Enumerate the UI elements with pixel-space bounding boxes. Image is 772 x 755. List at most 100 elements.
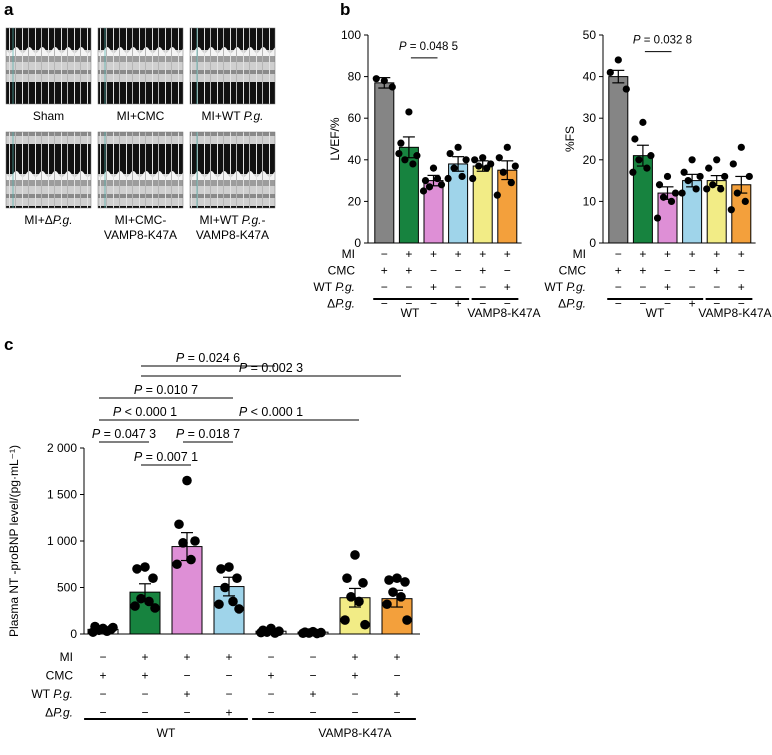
matrix-sign: − bbox=[689, 280, 696, 294]
data-point bbox=[745, 172, 753, 181]
data-point bbox=[511, 162, 519, 170]
matrix-sign: − bbox=[381, 280, 388, 294]
data-point bbox=[721, 172, 729, 181]
data-point bbox=[232, 573, 242, 583]
matrix-sign: + bbox=[504, 247, 511, 261]
data-point bbox=[140, 562, 150, 572]
data-point bbox=[458, 172, 466, 181]
data-point bbox=[680, 168, 688, 176]
data-point bbox=[678, 189, 686, 197]
matrix-sign: − bbox=[479, 280, 486, 294]
data-point bbox=[454, 143, 462, 151]
matrix-sign: + bbox=[664, 247, 671, 261]
panel-a: a Sham MI+CMC MI+WT P.g.MI+ΔP.g. MI+CMC-VAM… bbox=[4, 0, 276, 242]
matrix-sign: + bbox=[689, 297, 696, 311]
echo-marker-line bbox=[104, 28, 106, 104]
data-point bbox=[713, 156, 721, 164]
y-tick-label: 30 bbox=[583, 111, 597, 125]
matrix-row-label: ΔP.g. bbox=[558, 297, 586, 311]
group-label: WT bbox=[646, 306, 665, 320]
p-value: P < 0.000 1 bbox=[239, 405, 303, 419]
data-point bbox=[703, 185, 711, 193]
data-point bbox=[216, 564, 226, 574]
data-point bbox=[405, 108, 413, 116]
matrix-sign: − bbox=[713, 297, 720, 311]
data-point bbox=[705, 164, 713, 172]
matrix-sign: − bbox=[405, 280, 412, 294]
matrix-row-label: ΔP.g. bbox=[45, 706, 73, 720]
data-point bbox=[178, 538, 188, 548]
matrix-sign: − bbox=[504, 264, 511, 278]
data-point bbox=[479, 154, 487, 162]
data-point bbox=[727, 206, 735, 214]
matrix-sign: + bbox=[664, 280, 671, 294]
data-point bbox=[132, 564, 142, 574]
matrix-sign: + bbox=[183, 687, 190, 701]
data-point bbox=[450, 164, 458, 172]
matrix-sign: + bbox=[381, 264, 388, 278]
panel-a-letter: a bbox=[4, 0, 14, 19]
matrix-sign: + bbox=[351, 669, 358, 683]
matrix-row-label: ΔP.g. bbox=[327, 297, 355, 311]
echo-marker-line bbox=[12, 132, 14, 208]
matrix-sign: + bbox=[479, 247, 486, 261]
y-tick-label: 1 500 bbox=[47, 488, 77, 502]
data-point bbox=[733, 189, 741, 197]
y-tick-label: 2 000 bbox=[47, 441, 77, 455]
matrix-sign: + bbox=[141, 650, 148, 664]
matrix-sign: + bbox=[639, 247, 646, 261]
data-point bbox=[397, 139, 405, 147]
matrix-sign: − bbox=[99, 706, 106, 720]
matrix-sign: + bbox=[405, 264, 412, 278]
matrix-sign: − bbox=[615, 280, 622, 294]
echo-caption: VAMP8-K47A bbox=[196, 228, 269, 242]
p-value: P < 0.000 1 bbox=[113, 405, 177, 419]
matrix-sign: − bbox=[393, 706, 400, 720]
echo-caption: MI+CMC bbox=[117, 109, 165, 123]
echo-image-5 bbox=[97, 131, 184, 209]
matrix-sign: + bbox=[689, 247, 696, 261]
data-point bbox=[688, 156, 696, 164]
data-point bbox=[692, 185, 700, 193]
data-point bbox=[182, 475, 192, 486]
matrix-sign: + bbox=[405, 247, 412, 261]
data-point bbox=[631, 135, 639, 143]
y-tick-label: 10 bbox=[583, 194, 597, 208]
echo-marker-line bbox=[12, 28, 14, 104]
p-value: P = 0.010 7 bbox=[134, 383, 198, 397]
matrix-sign: − bbox=[267, 706, 274, 720]
y-tick-label: 0 bbox=[589, 236, 596, 250]
chart-fs: 0 10 20 30 40 50 %FS MI − + + + + + CMC + + − − + − WT P.g. − −… bbox=[544, 28, 771, 320]
data-point bbox=[409, 160, 417, 168]
y-tick-label: 0 bbox=[354, 236, 361, 250]
matrix-sign: − bbox=[183, 669, 190, 683]
data-point bbox=[493, 191, 501, 199]
p-value: P = 0.024 6 bbox=[176, 351, 240, 365]
data-point bbox=[150, 603, 160, 613]
echo-caption: MI+ΔP.g. bbox=[24, 213, 72, 227]
data-point bbox=[172, 559, 182, 570]
data-point bbox=[392, 573, 402, 583]
matrix-sign: + bbox=[430, 247, 437, 261]
matrix-sign: + bbox=[738, 247, 745, 261]
panel-c: c 0 500 1 000 1 500 2 000 Plasma NT -proBNP l… bbox=[4, 335, 420, 740]
data-point bbox=[88, 627, 98, 637]
data-point bbox=[462, 156, 470, 164]
data-point bbox=[425, 183, 434, 191]
matrix-sign: − bbox=[141, 687, 148, 701]
matrix-sign: + bbox=[713, 247, 720, 261]
matrix-sign: + bbox=[455, 297, 462, 311]
echo-image-1 bbox=[5, 27, 92, 105]
data-point bbox=[224, 562, 234, 572]
bar-1 bbox=[374, 82, 395, 244]
data-point bbox=[663, 172, 672, 181]
data-point bbox=[298, 628, 308, 639]
data-point bbox=[346, 592, 356, 602]
group-label: VAMP8-K47A bbox=[318, 726, 391, 740]
matrix-sign: − bbox=[738, 264, 745, 278]
data-point bbox=[214, 599, 224, 610]
group-label: WT bbox=[157, 726, 176, 740]
chart-lvef: 0 20 40 60 80 100 LVEF/% MI − + + + + + CMC + + − − + − WT P.… bbox=[313, 28, 540, 320]
matrix-sign: − bbox=[689, 264, 696, 278]
